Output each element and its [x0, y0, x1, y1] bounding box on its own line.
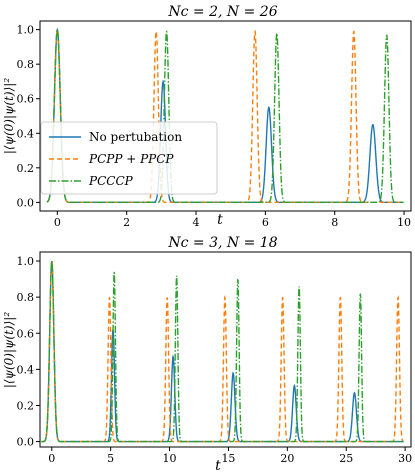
x-tick-label: 6	[262, 216, 269, 229]
series-line-2	[46, 27, 404, 204]
panel-bottom-series	[41, 260, 404, 443]
y-tick-label: 0.8	[17, 58, 35, 71]
y-tick-label: 0.8	[17, 291, 35, 304]
series-line-1	[46, 27, 404, 204]
x-tick-label: 30	[398, 452, 412, 465]
legend-label-series-0: No pertubation	[89, 130, 182, 144]
panel-bottom-ticks: 0 5 10 15 20 25 30 0.0 0.2 0.4 0.6 0.8 1.0	[17, 255, 413, 465]
y-tick-label: 0.0	[17, 436, 35, 449]
series-line-1	[41, 260, 404, 443]
panel-top-title: Nc = 2, N = 26	[167, 4, 277, 20]
y-tick-label: 1.0	[17, 24, 35, 37]
x-tick-label: 25	[339, 452, 353, 465]
series-line-0	[41, 260, 404, 443]
x-tick-label: 4	[193, 216, 200, 229]
y-tick-label: 0.6	[17, 327, 35, 340]
y-tick-label: 0.4	[17, 127, 35, 140]
panel-bottom: Nc = 3, N = 18 0 5 10 15 20 25 300.00.20.40.60…	[2, 235, 412, 474]
x-tick-label: 10	[397, 216, 411, 229]
series-line-2	[41, 260, 404, 443]
x-tick-label: 0	[48, 452, 55, 465]
legend-label-series-2: PCCCP	[88, 174, 134, 188]
x-tick-label: 8	[331, 216, 338, 229]
x-tick-label: 10	[163, 452, 177, 465]
x-tick-label: 2	[123, 216, 130, 229]
y-tick-label: 0.2	[17, 399, 35, 412]
panel-top-ticks: 0 2 4 6 8 10 0.0 0.2 0.4 0.6 0.8 1.0	[17, 24, 412, 229]
panel-top-ylabel: |⟨ψ(0)|ψ(t)⟩|²	[2, 78, 16, 154]
panel-bottom-xlabel: t	[215, 458, 221, 474]
x-tick-label: 0	[54, 216, 61, 229]
x-tick-label: 15	[221, 452, 235, 465]
y-tick-label: 0.6	[17, 93, 35, 106]
y-tick-label: 0.4	[17, 363, 35, 376]
legend-label-series-1: PCPP + PPCP	[88, 152, 174, 166]
x-tick-label: 20	[280, 452, 294, 465]
panel-bottom-ylabel: |⟨ψ(0)|ψ(t)⟩|²	[2, 312, 16, 388]
panel-top-frame	[39, 20, 412, 212]
y-tick-label: 0.2	[17, 162, 35, 175]
y-tick-label: 0.0	[17, 196, 35, 209]
legend: No pertubation PCPP + PPCP PCCCP	[40, 121, 218, 195]
y-tick-label: 1.0	[17, 255, 35, 268]
legend-box	[40, 121, 218, 195]
x-tick-label: 5	[107, 452, 114, 465]
panel-top-series	[46, 27, 404, 204]
panel-bottom-title: Nc = 3, N = 18	[167, 235, 277, 251]
panel-bottom-frame	[39, 251, 412, 448]
panel-top: Nc = 2, N = 26 0 2 4 6 8 10 0.0 0.2 0.4 0.6 0.8 1.0…	[2, 4, 412, 229]
panel-top-xlabel: t	[217, 212, 223, 228]
